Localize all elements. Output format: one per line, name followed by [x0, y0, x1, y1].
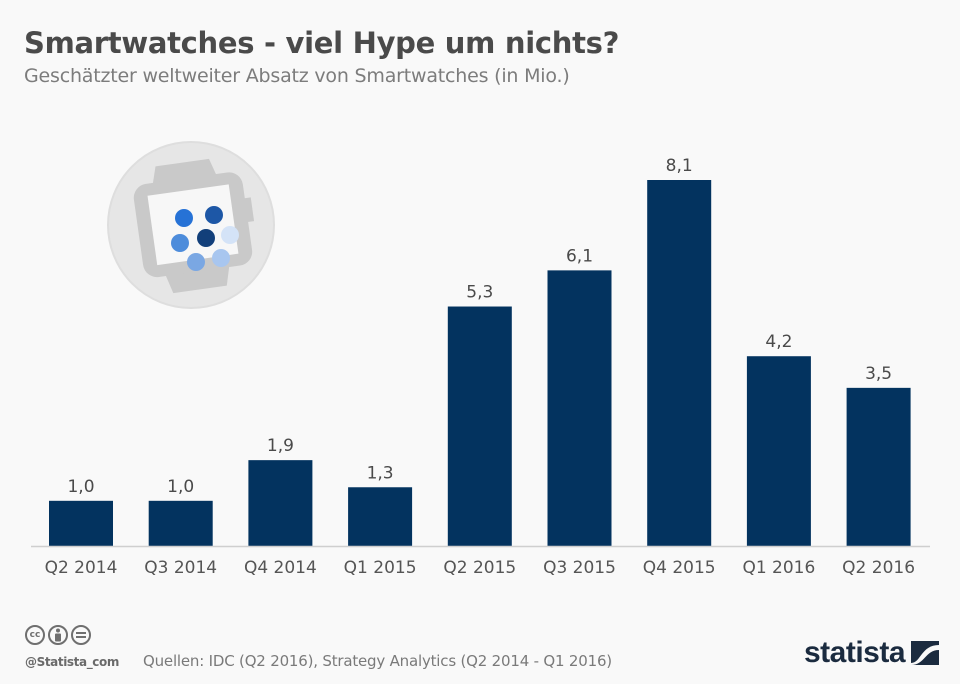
statista-logo-icon — [911, 641, 940, 665]
watch-dot — [175, 209, 193, 227]
by-icon — [48, 625, 68, 645]
bar-q2-2014 — [49, 500, 113, 546]
labels-group: 1,0 Q2 2014 1,0 Q3 2014 1,9 Q4 2014 1,3 Q1 2015… — [45, 156, 915, 578]
brand-name: statista — [804, 636, 906, 669]
category-label: Q1 2015 — [344, 558, 417, 578]
bar-q1-2016 — [746, 356, 811, 546]
category-label: Q3 2015 — [543, 558, 616, 578]
bar-q3-2015 — [547, 270, 612, 546]
source-note: Quellen: IDC (Q2 2016), Strategy Analyti… — [143, 652, 612, 670]
watch-screen — [147, 184, 239, 266]
value-label: 5,3 — [466, 283, 493, 303]
license-icons: cc — [25, 625, 91, 645]
bar-q2-2016 — [846, 387, 911, 546]
value-label: 4,2 — [765, 332, 792, 352]
watch-dot — [205, 206, 223, 224]
watch-dot — [171, 234, 189, 252]
cc-icon: cc — [25, 625, 45, 645]
value-label: 1,9 — [267, 436, 294, 456]
watch-dot — [221, 226, 239, 244]
smartwatch-icon — [107, 141, 275, 309]
nd-icon — [71, 625, 91, 645]
category-label: Q2 2014 — [45, 558, 118, 578]
category-label: Q4 2015 — [643, 558, 716, 578]
watch-dot — [197, 229, 215, 247]
category-label: Q2 2015 — [443, 558, 516, 578]
value-label: 8,1 — [666, 156, 693, 176]
value-label: 6,1 — [566, 246, 593, 266]
statista-handle[interactable]: @Statista_com — [25, 655, 119, 669]
bar-q4-2014 — [248, 460, 313, 546]
bar-q2-2015 — [447, 306, 512, 546]
watch-dot — [187, 253, 205, 271]
value-label: 1,0 — [67, 477, 94, 497]
bar-q1-2015 — [348, 487, 413, 546]
value-label: 1,3 — [367, 463, 394, 483]
watch-dot — [212, 249, 230, 267]
value-label: 1,0 — [167, 477, 194, 497]
bars-group — [49, 180, 911, 546]
chart-subtitle: Geschätzter weltweiter Absatz von Smartw… — [24, 65, 570, 87]
value-label: 3,5 — [865, 364, 892, 384]
category-label: Q1 2016 — [742, 558, 815, 578]
chart-title: Smartwatches - viel Hype um nichts? — [24, 26, 620, 60]
category-label: Q4 2014 — [244, 558, 317, 578]
category-label: Q3 2014 — [144, 558, 217, 578]
statista-logo[interactable]: statista — [804, 636, 940, 669]
watch-dots — [171, 206, 239, 271]
bar-q4-2015 — [647, 180, 712, 546]
bar-q3-2014 — [148, 500, 213, 546]
category-label: Q2 2016 — [842, 558, 915, 578]
